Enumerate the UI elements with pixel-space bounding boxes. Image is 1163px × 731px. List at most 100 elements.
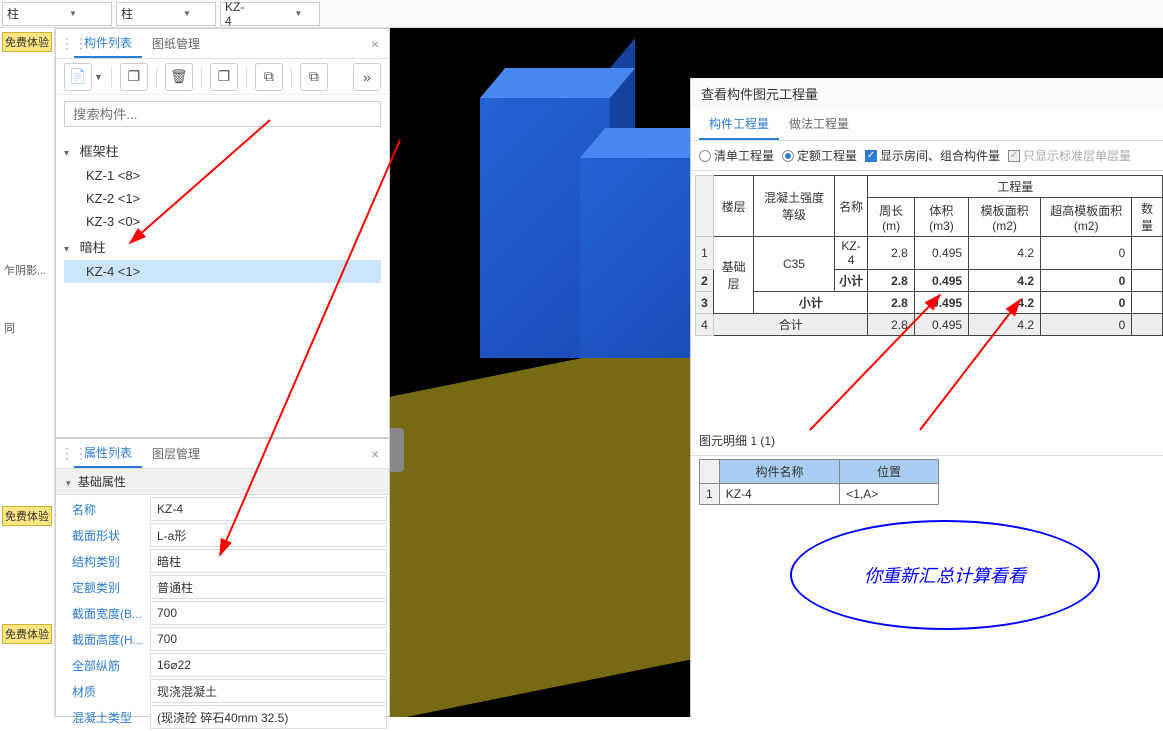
- property-row[interactable]: 全部纵筋16⌀22: [58, 653, 387, 677]
- prop-label: 截面宽度(B...: [58, 601, 148, 625]
- radio-icon: [699, 150, 711, 162]
- tree-item[interactable]: KZ-3 <0>: [64, 210, 381, 233]
- radio-quota-quantity[interactable]: 定额工程量: [782, 147, 857, 164]
- rownum-cell: 2: [696, 270, 714, 292]
- section-title: 基础属性: [78, 475, 126, 489]
- rownum-cell: 3: [696, 292, 714, 314]
- tree-item[interactable]: KZ-1 <8>: [64, 164, 381, 187]
- property-row[interactable]: 截面宽度(B...700: [58, 601, 387, 625]
- property-row[interactable]: 材质现浇混凝土: [58, 679, 387, 703]
- property-row[interactable]: 截面形状L-a形: [58, 523, 387, 547]
- group-label: 暗柱: [80, 240, 106, 255]
- search-row: [56, 95, 389, 133]
- rownum-header: [700, 460, 720, 484]
- property-row[interactable]: 混凝土类型(现浇砼 碎石40mm 32.5): [58, 705, 387, 729]
- tab-layer-manage[interactable]: 图层管理: [142, 440, 210, 467]
- panel-grip[interactable]: [390, 428, 404, 472]
- panel-tabs: ⋮⋮ 属性列表 图层管理 ×: [56, 439, 389, 469]
- more-button[interactable]: »: [353, 63, 381, 91]
- property-row[interactable]: 截面高度(H...700: [58, 627, 387, 651]
- combo-category-2[interactable]: 柱▼: [116, 2, 216, 26]
- table-row[interactable]: 4合计2.80.4954.20: [696, 314, 1163, 336]
- section-header[interactable]: ▾ 基础属性: [56, 469, 389, 495]
- prop-value[interactable]: 700: [150, 601, 387, 625]
- tree-group-frame-column[interactable]: ▾ 框架柱: [64, 137, 381, 164]
- prop-value[interactable]: 16⌀22: [150, 653, 387, 677]
- radio-list-quantity[interactable]: 清单工程量: [699, 147, 774, 164]
- layer-button-2[interactable]: ⧉: [300, 63, 328, 91]
- copy-button[interactable]: ❐: [120, 63, 148, 91]
- prop-label: 名称: [58, 497, 148, 521]
- trial-tag[interactable]: 免费体验: [2, 506, 52, 526]
- tree-item-selected[interactable]: KZ-4 <1>: [64, 260, 381, 283]
- chevron-down-icon[interactable]: ▼: [94, 72, 103, 82]
- prop-value[interactable]: 暗柱: [150, 549, 387, 573]
- tab-component-list[interactable]: 构件列表: [74, 29, 142, 58]
- rownum-header: [696, 176, 714, 237]
- tree-group-dark-column[interactable]: ▾ 暗柱: [64, 233, 381, 260]
- gutter-shadow-label: 乍阴影...: [0, 256, 54, 284]
- radio-label: 清单工程量: [714, 147, 774, 164]
- check-label: 显示房间、组合构件量: [880, 147, 1000, 164]
- detail-table: 构件名称 位置 1KZ-4<1,A>: [699, 459, 939, 505]
- detail-label: 图元明细 1 (1): [691, 426, 1163, 456]
- combo-component[interactable]: KZ-4▼: [220, 2, 320, 26]
- prop-value[interactable]: KZ-4: [150, 497, 387, 521]
- trial-tag[interactable]: 免费体验: [2, 32, 52, 52]
- caret-down-icon: ▾: [66, 478, 71, 488]
- rownum-cell: 1: [696, 237, 714, 270]
- table-row[interactable]: 3小计2.80.4954.20: [696, 292, 1163, 314]
- prop-value[interactable]: L-a形: [150, 523, 387, 547]
- quantity-title: 查看构件图元工程量: [691, 78, 1163, 109]
- tab-component-quantity[interactable]: 构件工程量: [699, 109, 779, 140]
- component-panel: ⋮⋮ 构件列表 图纸管理 × 📄 ▼ ❐ 🗑 ❐ ⧉ ⧉ » ▾ 框架柱 KZ-…: [55, 28, 390, 438]
- combo-category-1[interactable]: 柱▼: [2, 2, 112, 26]
- prop-value[interactable]: 现浇混凝土: [150, 679, 387, 703]
- table-row[interactable]: 1KZ-4<1,A>: [700, 484, 939, 505]
- prop-label: 全部纵筋: [58, 653, 148, 677]
- checkbox-show-standard[interactable]: ✓只显示标准层单层量: [1008, 147, 1131, 164]
- cell-value: 0: [1041, 292, 1132, 314]
- cell-value: 4.2: [969, 292, 1041, 314]
- caret-down-icon: ▾: [64, 148, 76, 159]
- property-row[interactable]: 结构类别暗柱: [58, 549, 387, 573]
- table-row[interactable]: 1基础层C35KZ-42.80.4954.20: [696, 237, 1163, 270]
- col-header: 构件名称: [719, 460, 840, 484]
- column-model[interactable]: [480, 68, 690, 348]
- col-group-header: 工程量: [868, 176, 1163, 198]
- layer-copy-button[interactable]: ❐: [210, 63, 238, 91]
- drag-handle-icon[interactable]: ⋮⋮: [60, 35, 74, 52]
- tab-method-quantity[interactable]: 做法工程量: [779, 109, 859, 140]
- delete-button[interactable]: 🗑: [165, 63, 193, 91]
- separator: [291, 67, 292, 87]
- combo-value: KZ-4: [225, 0, 294, 28]
- property-row[interactable]: 名称KZ-4: [58, 497, 387, 521]
- tree-item[interactable]: KZ-2 <1>: [64, 187, 381, 210]
- drag-handle-icon[interactable]: ⋮⋮: [60, 445, 74, 462]
- checkbox-show-room[interactable]: ✓显示房间、组合构件量: [865, 147, 1000, 164]
- prop-label: 结构类别: [58, 549, 148, 573]
- layer-button-1[interactable]: ⧉: [255, 63, 283, 91]
- prop-value[interactable]: 700: [150, 627, 387, 651]
- close-icon[interactable]: ×: [365, 446, 385, 462]
- prop-value[interactable]: (现浇砼 碎石40mm 32.5): [150, 705, 387, 729]
- property-row[interactable]: 定额类别普通柱: [58, 575, 387, 599]
- separator: [156, 67, 157, 87]
- new-button[interactable]: 📄: [64, 63, 92, 91]
- prop-value[interactable]: 普通柱: [150, 575, 387, 599]
- tab-property-list[interactable]: 属性列表: [74, 439, 142, 468]
- check-label: 只显示标准层单层量: [1023, 147, 1131, 164]
- search-input[interactable]: [64, 101, 381, 127]
- prop-label: 截面高度(H...: [58, 627, 148, 651]
- cell-value: 4.2: [969, 314, 1041, 336]
- radio-label: 定额工程量: [797, 147, 857, 164]
- trial-tag[interactable]: 免费体验: [2, 624, 52, 644]
- col-header: 模板面积(m2): [969, 198, 1041, 237]
- col-header: 位置: [840, 460, 939, 484]
- property-table: 名称KZ-4截面形状L-a形结构类别暗柱定额类别普通柱截面宽度(B...700截…: [56, 495, 389, 731]
- close-icon[interactable]: ×: [365, 36, 385, 52]
- cell-grade: C35: [754, 237, 835, 292]
- tab-drawing-manage[interactable]: 图纸管理: [142, 30, 210, 57]
- cell-value: 0: [1041, 237, 1132, 270]
- annotation-text: 你重新汇总计算看看: [864, 562, 1026, 588]
